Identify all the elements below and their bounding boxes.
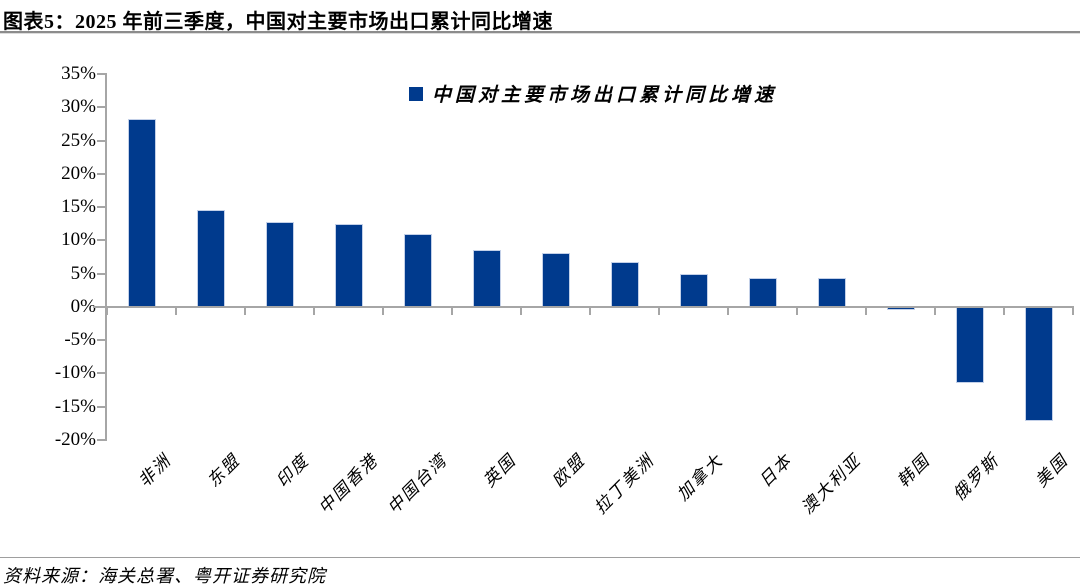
bar-美国 <box>1024 306 1053 422</box>
x-tick <box>1003 307 1005 315</box>
legend: 中国对主要市场出口累计同比增速 <box>409 80 777 107</box>
y-tick <box>97 172 105 175</box>
y-tick-label: -15% <box>54 395 96 417</box>
bar-东盟 <box>196 209 225 307</box>
x-category-label: 中国台湾 <box>383 450 451 518</box>
bar-欧盟 <box>541 253 570 307</box>
y-tick <box>97 139 105 142</box>
x-category-label: 中国香港 <box>314 450 382 518</box>
x-tick <box>727 307 729 315</box>
x-category-label: 俄罗斯 <box>948 450 1003 505</box>
x-category-label: 日本 <box>755 450 796 491</box>
y-tick <box>97 372 105 375</box>
y-tick <box>97 339 105 342</box>
bar-英国 <box>472 249 501 307</box>
x-category-label: 韩国 <box>893 450 934 491</box>
title-divider <box>0 31 1080 34</box>
y-tick-label: 30% <box>61 96 96 118</box>
x-category-label: 拉丁美洲 <box>590 450 658 518</box>
x-axis <box>93 305 1074 308</box>
y-tick-label: 15% <box>61 196 96 218</box>
bar-中国香港 <box>334 223 363 307</box>
x-tick <box>382 307 384 315</box>
bar-澳大利亚 <box>817 278 846 307</box>
x-category-label: 澳大利亚 <box>797 450 865 518</box>
y-tick-label: 10% <box>61 229 96 251</box>
x-category-label: 欧盟 <box>548 450 589 491</box>
x-tick <box>1072 307 1074 315</box>
y-tick <box>97 239 105 242</box>
bar-俄罗斯 <box>955 306 984 383</box>
x-category-label: 美国 <box>1031 450 1072 491</box>
y-tick-label: 35% <box>61 63 96 84</box>
x-tick <box>796 307 798 315</box>
legend-color-swatch-icon <box>409 86 423 101</box>
y-tick-label: -20% <box>54 429 96 450</box>
y-tick-label: 25% <box>61 129 96 151</box>
y-tick <box>97 405 105 408</box>
x-tick <box>658 307 660 315</box>
x-category-label: 东盟 <box>203 450 244 491</box>
legend-label: 中国对主要市场出口累计同比增速 <box>432 85 778 106</box>
y-tick <box>97 206 105 209</box>
y-tick <box>97 439 105 441</box>
x-tick <box>520 307 522 315</box>
x-tick <box>106 307 108 315</box>
bar-印度 <box>265 221 294 307</box>
bar-中国台湾 <box>403 233 432 307</box>
x-tick <box>313 307 315 315</box>
y-tick-label: 0% <box>70 295 96 317</box>
y-tick-label: 20% <box>61 162 96 184</box>
y-tick-label: -5% <box>64 329 96 351</box>
x-tick <box>175 307 177 315</box>
y-axis <box>105 73 107 441</box>
y-tick <box>97 272 105 275</box>
bar-加拿大 <box>679 273 708 307</box>
y-tick <box>97 73 105 75</box>
bar-日本 <box>748 277 777 307</box>
footer-divider <box>0 557 1080 558</box>
y-tick <box>97 106 105 109</box>
source-note: 资料来源：海关总署、粤开证券研究院 <box>3 566 326 586</box>
y-tick-label: 5% <box>70 262 96 284</box>
bar-非洲 <box>127 119 156 307</box>
x-category-label: 加拿大 <box>672 450 727 505</box>
y-tick-label: -10% <box>54 362 96 384</box>
x-tick <box>934 307 936 315</box>
x-tick <box>865 307 867 315</box>
bar-拉丁美洲 <box>610 261 639 307</box>
x-tick <box>244 307 246 315</box>
x-tick <box>451 307 453 315</box>
x-tick <box>589 307 591 315</box>
x-category-label: 英国 <box>479 450 520 491</box>
figure-title: 图表5：2025 年前三季度，中国对主要市场出口累计同比增速 <box>3 11 553 33</box>
x-category-label: 非洲 <box>134 450 175 491</box>
x-category-label: 印度 <box>272 450 313 491</box>
